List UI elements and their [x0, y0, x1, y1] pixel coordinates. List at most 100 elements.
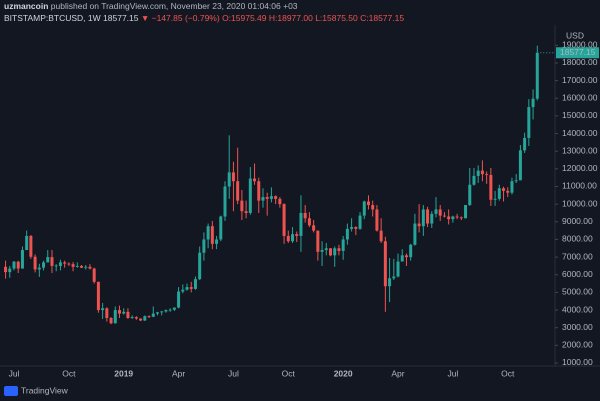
candle-body: [497, 188, 501, 199]
candle-body: [215, 239, 219, 244]
candle-body: [151, 313, 155, 317]
y-tick-label: 6000.00: [562, 269, 593, 279]
candle-body: [430, 213, 434, 224]
candle-body: [426, 209, 430, 224]
candle-body: [472, 175, 476, 185]
candle-body: [185, 287, 189, 290]
candle-body: [341, 239, 345, 251]
quote-high: H:18977.00: [269, 13, 313, 23]
y-tick-label: 5000.00: [562, 287, 593, 297]
candle-body: [451, 216, 455, 220]
header-line: uzmancoin published on TradingView.com, …: [4, 1, 298, 11]
candle-body: [210, 226, 214, 244]
candle-body: [345, 228, 349, 240]
y-tick-label: 14000.00: [562, 128, 598, 138]
quote-low: L:15875.50: [315, 13, 358, 23]
candle-body: [489, 175, 493, 200]
y-tick-label: 9000.00: [562, 216, 593, 226]
y-tick-label: 18000.00: [562, 57, 598, 67]
candle-body: [126, 311, 130, 318]
candle-body: [160, 311, 164, 313]
candle-body: [75, 265, 79, 267]
watermark: TradingView: [21, 385, 69, 395]
quote-close: C:18577.15: [360, 13, 404, 23]
candle-body: [189, 287, 193, 289]
candle-body: [118, 310, 121, 314]
candle-body: [468, 184, 472, 206]
candle-body: [223, 186, 227, 217]
x-tick-label: Apr: [172, 368, 185, 378]
candle-body: [324, 248, 328, 251]
candle-body: [527, 107, 531, 138]
candle-body: [46, 257, 50, 263]
candle-body: [155, 312, 159, 314]
candle-body: [101, 308, 105, 311]
quote-line: BITSTAMP:BTCUSD, 1W 18577.15 ▼ −147.85 (…: [4, 13, 404, 23]
candle-body: [8, 268, 12, 273]
candle-body: [105, 308, 109, 318]
candle-body: [282, 204, 286, 236]
candle-body: [219, 216, 223, 240]
candle-body: [413, 223, 417, 245]
x-tick-label: Oct: [282, 368, 296, 378]
quote-open: O:15975.49: [222, 13, 267, 23]
candle-body: [42, 262, 46, 268]
candle-body: [265, 197, 269, 199]
candle-body: [535, 52, 539, 99]
candle-body: [438, 209, 442, 216]
candle-body: [333, 248, 337, 256]
candle-body: [4, 266, 8, 273]
candle-body: [396, 261, 400, 277]
x-tick-label: Oct: [62, 368, 76, 378]
candle-body: [240, 200, 244, 212]
candle-body: [388, 278, 392, 287]
candle-body: [172, 307, 176, 310]
candle-body: [80, 265, 84, 268]
candle-body: [303, 212, 307, 219]
y-tick-label: 2000.00: [562, 340, 593, 350]
candle-body: [464, 205, 468, 219]
candle-body: [286, 235, 290, 242]
candle-body: [236, 181, 240, 201]
candle-body: [37, 267, 41, 270]
candle-body: [92, 268, 96, 282]
candle-body: [383, 241, 387, 287]
candle-body: [392, 276, 396, 279]
candle-body: [493, 198, 497, 200]
candle-body: [25, 235, 29, 251]
candle-body: [261, 197, 265, 201]
candle-body: [375, 209, 379, 231]
candle-body: [177, 291, 181, 308]
y-tick-label: 7000.00: [562, 251, 593, 261]
watermark-logo: TradingView: [4, 385, 69, 396]
candle-body: [244, 211, 248, 213]
candle-body: [198, 252, 202, 280]
candle-body: [379, 230, 383, 242]
candle-body: [409, 244, 413, 258]
x-tick-label: 2020: [334, 368, 353, 378]
candle-body: [202, 239, 206, 253]
candle-body: [476, 170, 480, 176]
last-price-badge: [556, 47, 599, 59]
candle-body: [307, 218, 311, 226]
candle-body: [206, 226, 210, 240]
candle-body: [291, 234, 295, 242]
candle-body: [350, 227, 354, 229]
candle-body: [29, 235, 33, 257]
candle-body: [54, 265, 58, 267]
candle-body: [33, 256, 37, 270]
candle-body: [362, 201, 366, 216]
candle-body: [329, 248, 332, 256]
candle-body: [168, 309, 172, 311]
candle-body: [502, 188, 506, 191]
candle-body: [248, 178, 252, 213]
candle-body: [130, 317, 134, 318]
candle-body: [109, 317, 113, 324]
candle-body: [63, 262, 67, 264]
y-tick-label: 4000.00: [562, 304, 593, 314]
currency: USD: [566, 30, 584, 40]
candle-body: [193, 279, 197, 289]
candle-body: [371, 205, 375, 210]
candle-body: [67, 263, 71, 265]
